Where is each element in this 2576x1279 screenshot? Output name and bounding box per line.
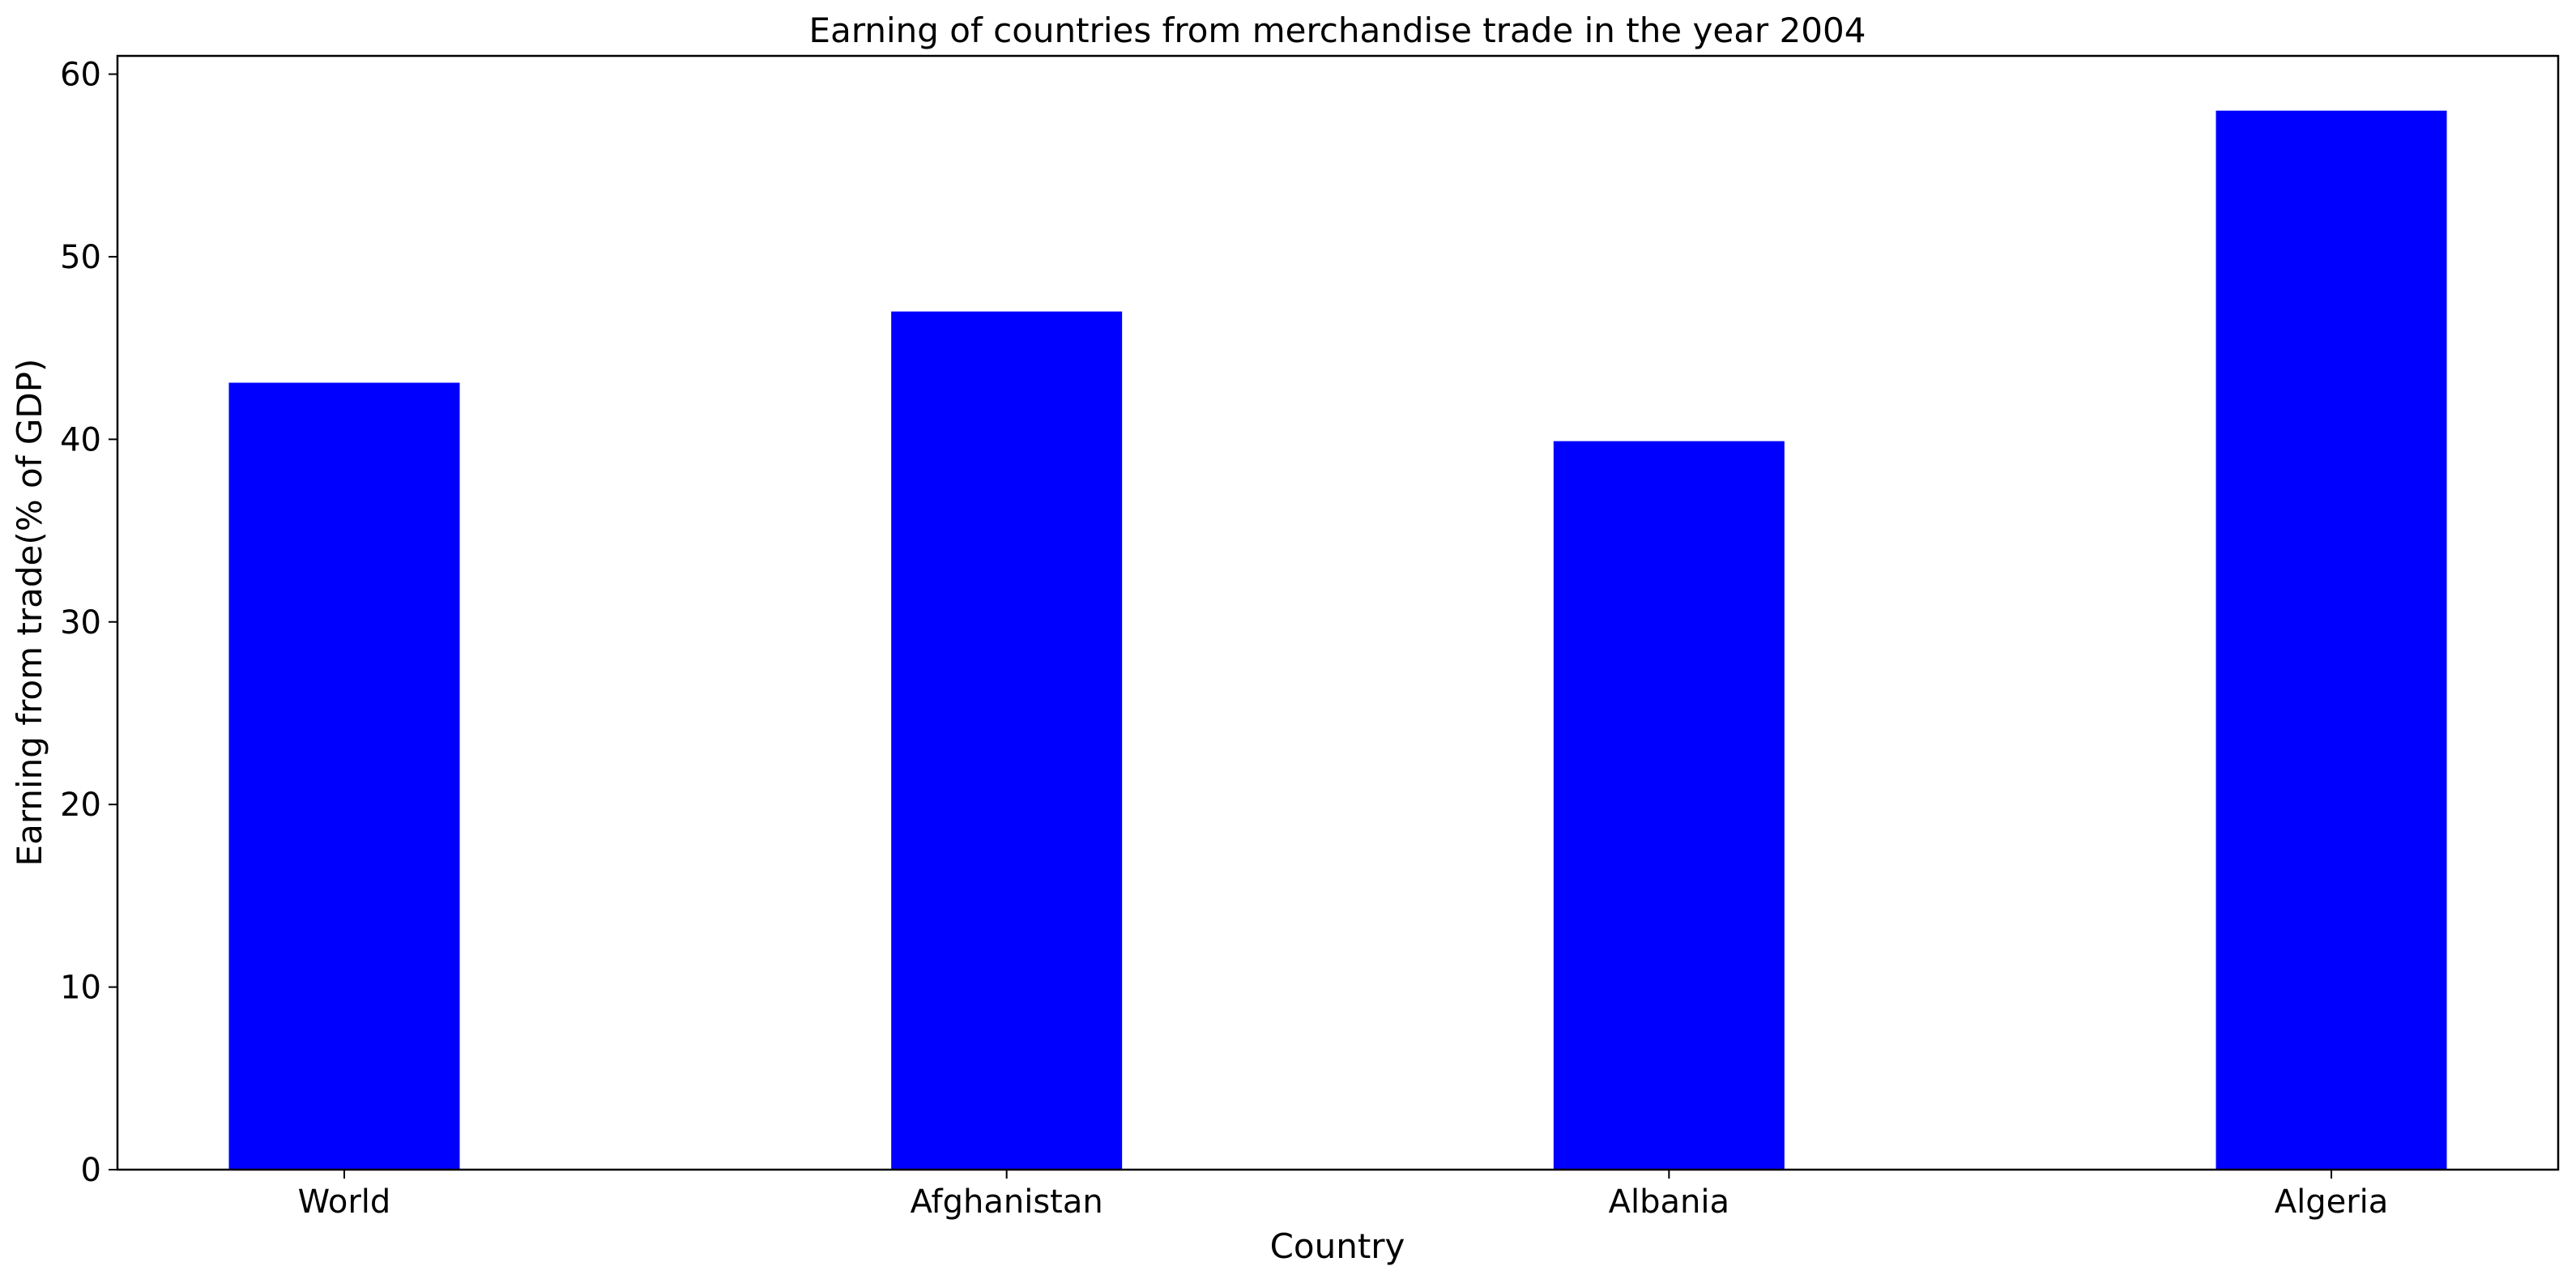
- y-tick-label: 20: [60, 787, 101, 824]
- bar-world: [228, 382, 460, 1170]
- bar-algeria: [2216, 110, 2447, 1170]
- y-tick-label: 40: [60, 421, 101, 458]
- y-tick-label: 60: [60, 57, 101, 94]
- x-tick-label: Afghanistan: [911, 1183, 1103, 1221]
- x-tick-label: Algeria: [2275, 1183, 2389, 1221]
- x-tick-label: World: [298, 1183, 391, 1221]
- chart-title: Earning of countries from merchandise tr…: [809, 11, 1866, 50]
- y-tick-label: 10: [60, 970, 101, 1007]
- x-tick-label: Albania: [1609, 1183, 1729, 1221]
- y-tick-label: 0: [81, 1152, 101, 1189]
- plot-frame: [116, 54, 2560, 1171]
- y-tick-label: 30: [60, 604, 101, 642]
- bar-albania: [1553, 441, 1785, 1170]
- y-tick-label: 50: [60, 239, 101, 276]
- x-axis-title: Country: [1270, 1226, 1405, 1266]
- bar-afghanistan: [891, 311, 1123, 1170]
- x-axis: World Afghanistan Albania Algeria: [298, 1170, 2389, 1221]
- y-axis: 0 10 20 30 40 50 60: [60, 57, 117, 1189]
- y-axis-title: Earning from trade(% of GDP): [10, 359, 49, 867]
- bars-group: [228, 110, 2447, 1170]
